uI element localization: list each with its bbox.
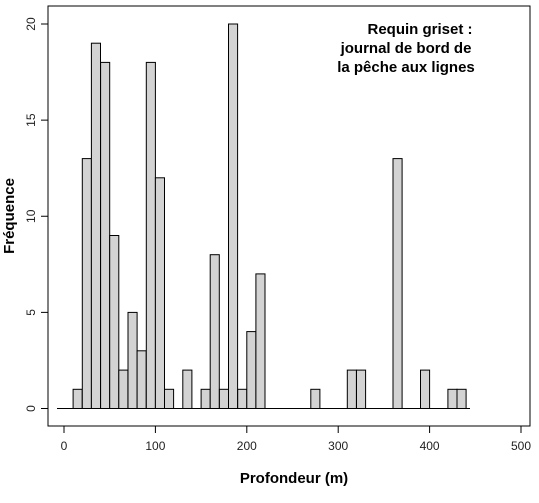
y-axis-ticks: 0 5 10 15 20 [24,17,49,412]
histogram-bar-390 [420,369,431,410]
histogram-bar-420 [447,388,458,409]
chart-title-line-1: Requin griset : [367,21,472,38]
histogram-bar-110 [164,388,175,409]
histogram-bar-310 [346,369,357,410]
x-axis-ticks: 0 100 200 300 400 500 [61,425,531,453]
histogram-bar-70 [127,311,138,409]
x-tick-label-0: 0 [61,439,68,453]
histogram-bar-430 [456,388,467,409]
histogram-bar-30 [90,42,102,409]
chart-title-line-2: journal de bord de [340,40,472,57]
bars-group [72,23,467,410]
x-tick-label-400: 400 [420,439,440,453]
histogram-bar-20 [81,158,92,409]
histogram-bar-50 [109,235,120,409]
histogram-bar-210 [255,273,266,409]
x-axis-label: Profondeur (m) [240,470,348,487]
y-axis-label: Fréquence [1,178,18,254]
histogram-bar-10 [72,388,83,409]
y-tick-label-0: 0 [24,405,38,412]
y-tick-label-20: 20 [24,17,38,31]
histogram-bar-190 [237,388,248,409]
histogram-bar-320 [356,369,367,410]
y-tick-label-10: 10 [24,209,38,223]
histogram-bar-100 [154,177,165,409]
histogram-bar-90 [145,61,156,410]
histogram-bar-360 [392,158,403,409]
x-tick-label-200: 200 [237,439,257,453]
histogram-bar-160 [209,254,220,409]
histogram-bar-130 [182,369,193,410]
histogram-bar-270 [310,388,321,409]
y-tick-label-5: 5 [24,309,38,316]
histogram-bar-170 [218,388,229,409]
y-tick-label-15: 15 [24,113,38,127]
histogram-bar-40 [100,61,111,410]
chart-title-line-3: la pêche aux lignes [337,59,475,76]
histogram-bar-180 [228,23,239,409]
x-tick-label-300: 300 [328,439,348,453]
histogram-bar-60 [118,369,129,410]
histogram-bar-200 [246,331,257,410]
x-tick-label-500: 500 [511,439,531,453]
histogram-bar-150 [200,388,211,409]
x-tick-label-100: 100 [145,439,165,453]
histogram-bar-80 [136,350,147,409]
